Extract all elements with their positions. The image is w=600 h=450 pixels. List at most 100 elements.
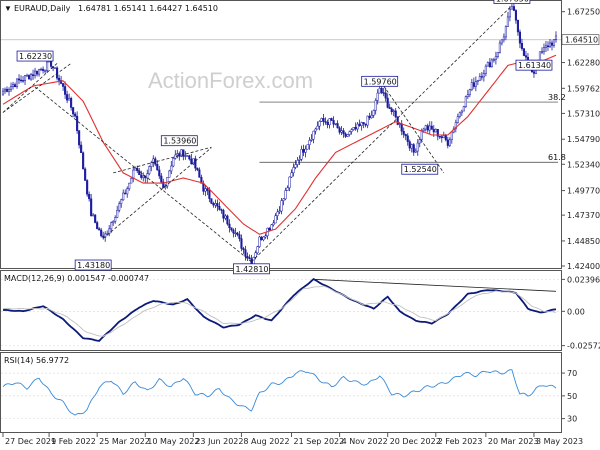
candle-body [112, 221, 115, 223]
candle-body [34, 70, 37, 77]
candle-body [290, 172, 293, 178]
watermark: ActionForex.com [148, 68, 313, 93]
candle-body [226, 215, 229, 225]
candle-body [520, 42, 523, 49]
candle-body [190, 158, 193, 165]
x-axis-tick-label: 20 Dec 2022 [390, 437, 441, 446]
trendline [113, 146, 212, 174]
candle-body [5, 88, 9, 92]
candle-body [470, 82, 473, 90]
candle-body [414, 150, 417, 153]
candle-body [158, 169, 161, 177]
candle-body [96, 222, 99, 230]
candle-body [92, 214, 95, 217]
candle-body [406, 135, 409, 142]
candle-body [542, 47, 546, 52]
macd-pane: 0.023963 0.00 -0.025726 [1, 275, 600, 351]
candle-body [154, 158, 157, 165]
candle-body [40, 68, 43, 71]
candle-body [76, 115, 79, 132]
price-axis-tick-label: 1.42400 [567, 262, 600, 271]
candle-body [426, 125, 429, 131]
candle-body [126, 188, 129, 195]
candle-body [298, 159, 301, 161]
candle-body [326, 122, 329, 126]
candle-body [348, 131, 351, 135]
x-axis-tick-label: 23 Jun 2022 [195, 437, 243, 446]
candle-body [94, 214, 97, 223]
price-annotation-label: 1.67850 [496, 0, 529, 4]
candle-body [478, 76, 481, 81]
candle-body [378, 88, 381, 94]
price-annotation-box [74, 259, 112, 271]
candle-body [280, 200, 283, 212]
candle-body [464, 96, 467, 107]
candle-body [408, 141, 411, 149]
dropdown-arrow-icon[interactable]: ▼ [4, 4, 12, 13]
candle-body [316, 125, 319, 130]
candle-body [9, 86, 13, 90]
candle-body [488, 62, 491, 67]
candle-body [1, 90, 5, 95]
candle-body [514, 10, 517, 21]
candle-body [168, 170, 171, 178]
candle-body [248, 257, 251, 260]
candle-body [532, 71, 536, 74]
price-pane: 1.67250 1.62280 1.59762 1.57310 1.54790 1.523… [1, 0, 600, 275]
x-axis-tick-label: 20 Mar 2023 [488, 437, 539, 446]
price-annotation-label: 1.62230 [19, 52, 52, 61]
candle-body [146, 173, 149, 179]
candle-body [508, 8, 511, 18]
price-axis-tick-label: 1.67250 [567, 8, 600, 17]
candle-body [286, 187, 289, 191]
candle-body [160, 175, 163, 183]
candle-body [468, 89, 471, 96]
price-annotation-box [515, 59, 553, 71]
candle-body [388, 107, 391, 109]
candle-body [294, 164, 297, 168]
candle-body [304, 148, 307, 153]
candle-body [17, 78, 21, 81]
candle-body [456, 116, 459, 123]
candle-body [228, 223, 231, 228]
candle-body [308, 140, 311, 145]
candle-body [180, 149, 183, 157]
candle-body [296, 160, 299, 165]
candle-body [312, 130, 315, 140]
candle-body [392, 110, 395, 112]
candle-body [320, 118, 323, 122]
candle-body [524, 55, 527, 58]
candle-body [332, 120, 335, 125]
candle-body [512, 6, 515, 11]
candle-body [404, 134, 407, 137]
candle-body [522, 48, 525, 56]
candle-body [222, 210, 225, 219]
candle-body [122, 192, 125, 201]
price-axis-tick-label: 1.49770 [567, 187, 600, 196]
x-axis-tick-label: 27 Dec 2021 [5, 437, 56, 446]
current-price-box [561, 34, 600, 46]
candle-body [86, 180, 89, 195]
candle-body [66, 94, 69, 101]
candle-body [23, 75, 27, 81]
candle-body [272, 222, 275, 226]
candle-body [336, 123, 339, 129]
price-annotation-label: 1.43180 [77, 261, 110, 270]
candle-body [268, 227, 271, 231]
candle-body [428, 125, 431, 131]
candle-body [142, 175, 145, 178]
candle-body [440, 136, 443, 138]
candle-body [552, 39, 556, 46]
candle-body [372, 110, 375, 116]
candle-body [256, 246, 259, 254]
candle-body [172, 158, 175, 167]
candle-body [314, 128, 317, 132]
price-annotation-label: 1.52540 [404, 165, 437, 174]
trendline [251, 5, 513, 263]
candle-body [502, 36, 505, 41]
candle-body [436, 128, 439, 137]
candle-body [302, 149, 305, 153]
candle-body [98, 228, 101, 231]
candle-body [25, 75, 29, 77]
candle-body [212, 203, 215, 206]
